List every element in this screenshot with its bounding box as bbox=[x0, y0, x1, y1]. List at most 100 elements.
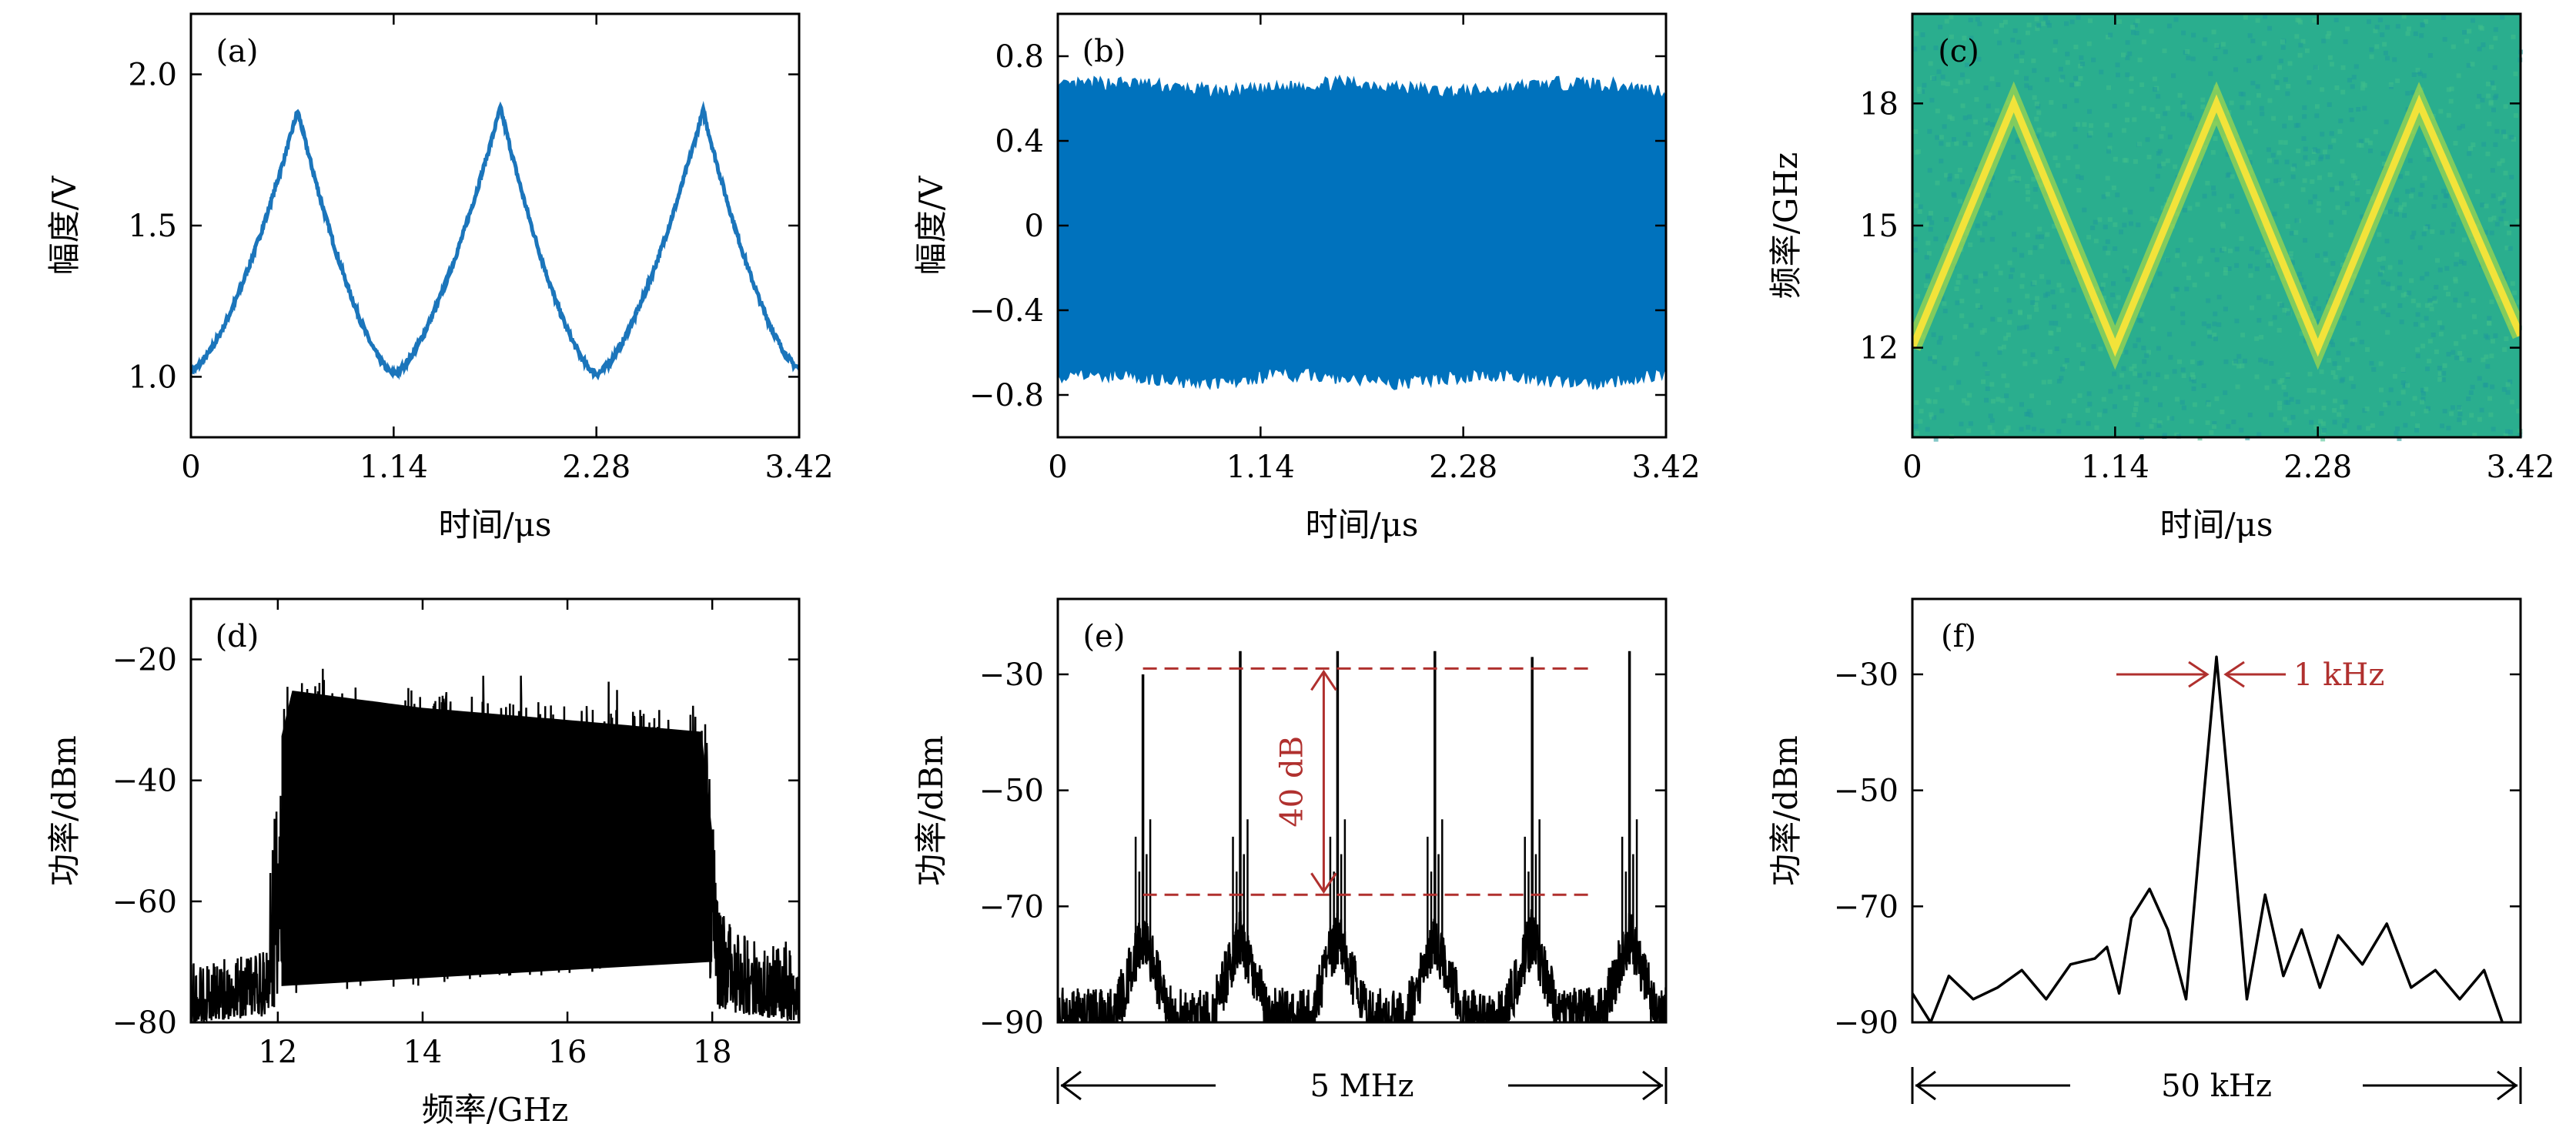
heatmap-noise bbox=[2485, 363, 2491, 369]
heatmap-noise bbox=[2048, 330, 2053, 336]
heatmap-noise bbox=[1968, 243, 1973, 247]
heatmap-noise bbox=[2106, 149, 2111, 154]
heatmap-noise bbox=[2371, 366, 2377, 372]
heatmap-noise bbox=[1986, 192, 1991, 198]
heatmap-noise bbox=[2309, 420, 2314, 425]
heatmap-noise bbox=[2056, 327, 2062, 333]
heatmap-noise bbox=[2088, 18, 2093, 23]
heatmap-noise bbox=[2303, 238, 2307, 243]
heatmap-noise bbox=[2266, 259, 2271, 264]
heatmap-noise bbox=[2454, 252, 2460, 257]
heatmap-noise bbox=[2157, 271, 2163, 276]
y-axis-label: 频率/GHz bbox=[1767, 152, 1805, 299]
heatmap-noise bbox=[1972, 279, 1978, 284]
heatmap-noise bbox=[2008, 176, 2013, 182]
heatmap-noise bbox=[2025, 293, 2030, 299]
heatmap-noise bbox=[1986, 103, 1991, 109]
heatmap-noise bbox=[2429, 306, 2434, 312]
heatmap-noise bbox=[2143, 380, 2148, 385]
heatmap-noise bbox=[2001, 344, 2006, 350]
heatmap-noise bbox=[1954, 286, 1959, 292]
heatmap-noise bbox=[2161, 161, 2166, 166]
heatmap-noise bbox=[2119, 229, 2123, 235]
heatmap-noise bbox=[2370, 423, 2375, 428]
heatmap-noise bbox=[2382, 42, 2387, 47]
heatmap-noise bbox=[2116, 295, 2121, 300]
heatmap-noise bbox=[2501, 192, 2507, 197]
heatmap-noise bbox=[2386, 281, 2390, 286]
heatmap-noise bbox=[2420, 343, 2426, 349]
heatmap-noise bbox=[1932, 399, 1938, 404]
heatmap-noise bbox=[1982, 328, 1987, 333]
heatmap-noise bbox=[2112, 371, 2117, 376]
heatmap-noise bbox=[2231, 420, 2236, 424]
heatmap-noise bbox=[2132, 413, 2136, 417]
heatmap-noise bbox=[1960, 72, 1965, 78]
heatmap-noise bbox=[2409, 193, 2414, 199]
heatmap-noise bbox=[2144, 397, 2149, 403]
heatmap-noise bbox=[2145, 137, 2150, 142]
heatmap-noise bbox=[2410, 411, 2415, 416]
heatmap-noise bbox=[2108, 32, 2113, 38]
heatmap-noise bbox=[2502, 347, 2507, 353]
heatmap-noise bbox=[2268, 321, 2273, 326]
heatmap-noise bbox=[2102, 296, 2106, 300]
heatmap-noise bbox=[2076, 122, 2080, 127]
x-tick-label: 0 bbox=[1902, 450, 1922, 485]
heatmap-noise bbox=[2394, 430, 2399, 436]
heatmap-noise bbox=[2073, 126, 2078, 132]
y-tick-label: −70 bbox=[979, 889, 1044, 925]
heatmap-noise bbox=[1959, 298, 1965, 303]
heatmap-noise bbox=[2223, 49, 2228, 55]
heatmap-noise bbox=[2047, 379, 2052, 384]
heatmap-noise bbox=[2039, 428, 2045, 433]
heatmap-noise bbox=[1913, 129, 1919, 134]
heatmap-noise bbox=[2304, 48, 2310, 53]
heatmap-noise bbox=[2440, 325, 2445, 330]
heatmap-noise bbox=[2315, 253, 2320, 258]
heatmap-noise bbox=[2437, 267, 2443, 273]
heatmap-noise bbox=[2427, 298, 2433, 303]
heatmap-noise bbox=[2310, 405, 2316, 410]
heatmap-noise bbox=[1966, 428, 1972, 433]
heatmap-noise bbox=[2290, 414, 2296, 420]
heatmap-noise bbox=[1932, 355, 1937, 360]
heatmap-noise bbox=[2374, 44, 2380, 49]
heatmap-noise bbox=[1985, 120, 1990, 125]
heatmap-noise bbox=[2295, 400, 2300, 404]
heatmap-noise bbox=[2426, 406, 2430, 411]
heatmap-noise bbox=[2084, 314, 2089, 319]
heatmap-noise bbox=[2243, 358, 2247, 363]
heatmap-noise bbox=[2336, 350, 2341, 356]
heatmap-noise bbox=[2266, 147, 2271, 152]
heatmap-noise bbox=[2353, 337, 2357, 343]
heatmap-noise bbox=[1922, 82, 1927, 88]
heatmap-noise bbox=[2379, 411, 2384, 416]
heatmap-noise bbox=[2288, 254, 2293, 259]
heatmap-noise bbox=[2185, 49, 2190, 54]
heatmap-noise bbox=[1927, 129, 1932, 134]
linewidth-curve bbox=[1912, 655, 2504, 1022]
heatmap-noise bbox=[2316, 208, 2321, 213]
heatmap-noise bbox=[2032, 280, 2037, 286]
heatmap-noise bbox=[2250, 80, 2256, 85]
heatmap-noise bbox=[2136, 318, 2142, 323]
heatmap-noise bbox=[2135, 422, 2140, 427]
heatmap-noise bbox=[2434, 349, 2439, 354]
heatmap-noise bbox=[2182, 104, 2187, 109]
heatmap-noise bbox=[2360, 81, 2366, 86]
heatmap-noise bbox=[2307, 75, 2312, 81]
heatmap-noise bbox=[1998, 346, 2003, 351]
panel-label: (c) bbox=[1938, 34, 1979, 69]
heatmap-noise bbox=[2041, 380, 2046, 385]
heatmap-noise bbox=[2026, 196, 2030, 202]
heatmap-noise bbox=[2125, 102, 2130, 107]
heatmap-noise bbox=[1965, 62, 1969, 68]
heatmap-noise bbox=[2424, 408, 2429, 413]
heatmap-noise bbox=[2032, 245, 2038, 250]
heatmap-noise bbox=[2107, 146, 2113, 151]
heatmap-noise bbox=[2075, 164, 2080, 169]
heatmap-noise bbox=[2477, 416, 2482, 422]
heatmap-noise bbox=[2427, 339, 2433, 344]
heatmap-noise bbox=[1935, 135, 1940, 140]
